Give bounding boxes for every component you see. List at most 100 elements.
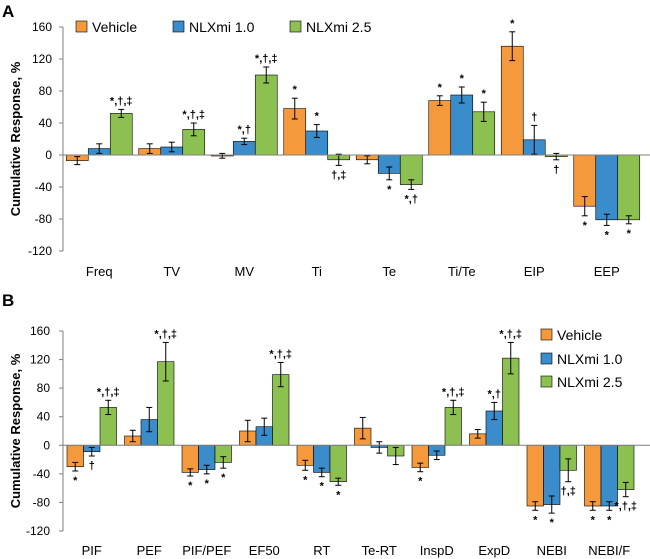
panel-a-category-label: Ti/Te [448, 264, 476, 279]
panel-b: B Cumulative Response, % -120 -80 -40 0 40 80 12… [2, 291, 650, 558]
panel-b-significance-label: *,† [488, 388, 501, 400]
panel-b-significance-label: * [320, 481, 325, 493]
panel-a-significance-label: * [315, 111, 320, 123]
panel-b-significance-label: * [188, 480, 193, 492]
panel-b-significance-label: * [221, 472, 226, 484]
panel-b-y-tick-label: -80 [33, 495, 51, 509]
panel-b-significance-label: * [336, 489, 341, 501]
panel-b-y-axis-title: Cumulative Response, % [8, 353, 23, 508]
panel-b-bar [181, 444, 199, 473]
panel-a-significance-label: *,†,‡ [110, 95, 133, 107]
panel-b-significance-label: †,‡ [561, 486, 576, 498]
legend-label: NLXmi 1.0 [189, 19, 255, 35]
panel-b-significance-label: *,†,‡ [499, 328, 522, 340]
panel-b-y-tick-label: 0 [43, 438, 50, 452]
panel-a-significance-label: * [438, 82, 443, 94]
panel-a-category-label: EEP [594, 264, 620, 279]
panel-a-significance-label: *,†,‡ [182, 109, 205, 121]
panel-a-bar [500, 45, 524, 156]
panel-b-significance-label: † [89, 460, 95, 472]
panel-b-bar [329, 444, 347, 483]
legend-label: Vehicle [92, 19, 137, 35]
panel-a-y-axis-title: Cumulative Response, % [8, 61, 23, 216]
panel-b-category-label: NEBI/F [588, 543, 630, 558]
panel-b-bar [526, 444, 544, 507]
panel-a-significance-label: *,† [238, 124, 251, 136]
legend-label: NLXmi 2.5 [306, 19, 372, 35]
panel-a-significance-label: * [460, 73, 465, 85]
panel-a-y-tick-label: -120 [28, 244, 52, 258]
panel-a-category-label: MV [235, 264, 255, 279]
legend-label: NLXmi 1.0 [557, 351, 623, 367]
panel-b-significance-label: *,†,‡ [614, 501, 637, 513]
panel-b-category-label: PIF/PEF [182, 543, 231, 558]
panel-a-y-tick-label: -80 [35, 212, 53, 226]
panel-a-category-label: Ti [312, 264, 322, 279]
panel-a-category-label: EIP [524, 264, 545, 279]
panel-a-bar [109, 113, 133, 156]
panel-a-significance-label: * [387, 184, 392, 196]
panel-b-significance-label: * [591, 514, 596, 526]
panel-a-bar [428, 100, 452, 156]
panel-b-y-tick-label: -40 [33, 467, 51, 481]
panel-b-significance-label: * [73, 475, 78, 487]
panel-a-y-tick-label: -40 [35, 180, 53, 194]
panel-b-bar [600, 444, 618, 507]
panel-a-y-tick-label: 40 [39, 116, 53, 130]
panel-a-category-label: Te [382, 264, 396, 279]
panel-a-y-tick-label: 160 [32, 20, 52, 34]
panel-a-legend: Vehicle NLXmi 1.0 NLXmi 2.5 [75, 19, 372, 35]
panel-b-y-tick-label: 160 [30, 324, 50, 338]
panel-b-y-tick-label: 40 [37, 410, 51, 424]
panel-a-significance-label: †,‡ [331, 169, 346, 181]
panel-a-significance-label: * [293, 84, 298, 96]
panel-a-significance-label: *,† [405, 193, 418, 205]
panel-a-significance-label: * [605, 229, 610, 241]
panel-a-y-tick-label: 0 [45, 148, 52, 162]
panel-a-bar [450, 94, 474, 156]
panel-a-significance-label: * [482, 88, 487, 100]
panel-b-legend: Vehicle NLXmi 1.0 NLXmi 2.5 [540, 327, 623, 390]
panel-a-category-label: TV [163, 264, 180, 279]
panel-b-significance-label: *,†,‡ [269, 348, 292, 360]
panel-b-category-label: PEF [137, 543, 162, 558]
panel-b-category-label: RT [313, 543, 330, 558]
panel-a-bar [254, 74, 278, 156]
panel-a-significance-label: † [553, 164, 559, 176]
panel-b-significance-label: * [607, 514, 612, 526]
legend-swatch [540, 375, 553, 388]
panel-a: A Cumulative Response, % -120 -80 -40 0 40 80 12… [2, 2, 650, 279]
panel-a-significance-label: *,†,‡ [255, 53, 278, 65]
panel-b-y-tick-label: 120 [30, 353, 50, 367]
panel-a-bar [617, 154, 641, 221]
panel-a-significance-label: * [510, 18, 515, 30]
legend-label: Vehicle [557, 327, 602, 343]
panel-b-significance-label: * [303, 474, 308, 486]
panel-a-label: A [2, 2, 14, 21]
panel-b-category-label: EF50 [249, 543, 280, 558]
legend-swatch [540, 352, 553, 365]
legend-label: NLXmi 2.5 [557, 374, 623, 390]
panel-b-label: B [2, 291, 14, 310]
panel-a-bar [595, 154, 619, 221]
panel-a-category-label: Freq [86, 264, 113, 279]
legend-swatch [289, 20, 302, 33]
panel-b-significance-label: *,†,‡ [154, 328, 177, 340]
panel-b-significance-label: *,†,‡ [442, 386, 465, 398]
panel-b-y-tick-label: -120 [26, 524, 50, 538]
panel-a-significance-label: † [531, 111, 537, 123]
panel-a-y-tick-label: 120 [32, 52, 52, 66]
panel-a-significance-label: * [583, 220, 588, 232]
panel-b-significance-label: * [533, 514, 538, 526]
panel-a-y-tick-label: 80 [39, 84, 53, 98]
panel-b-bar [584, 444, 602, 507]
panel-b-y-tick-label: 80 [37, 381, 51, 395]
panel-b-category-label: ExpD [478, 543, 510, 558]
panel-b-category-label: NEBI [537, 543, 567, 558]
panel-b-significance-label: * [418, 476, 423, 488]
legend-swatch [540, 328, 553, 341]
legend-swatch [75, 20, 88, 33]
panel-b-significance-label: * [205, 478, 210, 490]
panel-b-significance-label: * [550, 517, 555, 529]
